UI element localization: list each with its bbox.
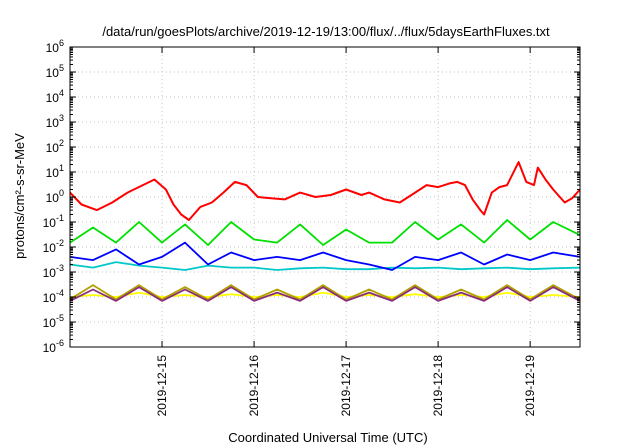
y-tick-label: 10-2 bbox=[43, 238, 64, 255]
x-tick-label: 2019-12-15 bbox=[155, 355, 169, 417]
series-line-3 bbox=[69, 261, 581, 271]
series-line-6 bbox=[69, 284, 581, 301]
series-layer bbox=[69, 161, 581, 302]
series-line-4 bbox=[69, 241, 581, 271]
series-line-7 bbox=[69, 286, 581, 302]
y-tick-label: 10-1 bbox=[43, 213, 64, 230]
y-tick-label: 104 bbox=[46, 88, 64, 105]
y-tick-label: 103 bbox=[46, 113, 64, 130]
y-tick-label: 106 bbox=[46, 38, 64, 55]
y-tick-label: 102 bbox=[46, 138, 64, 155]
x-tick-label: 2019-12-18 bbox=[431, 355, 445, 417]
y-tick-label: 10-3 bbox=[43, 263, 64, 280]
x-tick-label: 2019-12-17 bbox=[339, 355, 353, 417]
plot-frame bbox=[69, 46, 581, 348]
y-axis-label: protons/cm²-s-sr-MeV bbox=[12, 133, 27, 259]
axes: 10-6 10-5 10-4 10-3 10-2 10-1 100 101 102 103 104 1… bbox=[43, 38, 581, 417]
x-axis-label: Coordinated Universal Time (UTC) bbox=[228, 430, 427, 445]
y-tick-label: 105 bbox=[46, 63, 64, 80]
x-tick-label: 2019-12-16 bbox=[247, 355, 261, 417]
grid bbox=[70, 47, 580, 347]
y-tick-label: 10-4 bbox=[43, 288, 64, 305]
y-tick-label: 10-6 bbox=[43, 338, 64, 355]
series-line-1 bbox=[69, 161, 581, 221]
chart-title: /data/run/goesPlots/archive/2019-12-19/1… bbox=[102, 24, 550, 39]
y-tick-label: 101 bbox=[46, 163, 64, 180]
series-line-5 bbox=[69, 291, 581, 298]
y-tick-label: 100 bbox=[46, 188, 64, 205]
x-tick-label: 2019-12-19 bbox=[523, 355, 537, 417]
series-line-2 bbox=[69, 219, 581, 246]
y-tick-label: 10-5 bbox=[43, 313, 64, 330]
